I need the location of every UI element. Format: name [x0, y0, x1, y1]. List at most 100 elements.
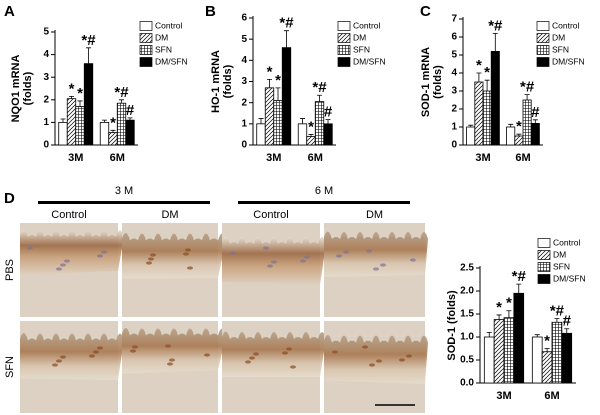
- nucleus: [253, 352, 259, 356]
- x-tick-label: 6M: [308, 152, 323, 164]
- nucleus: [185, 248, 191, 252]
- bar: [256, 123, 266, 146]
- bar: [530, 123, 540, 146]
- y-tick-label: 6: [451, 32, 457, 43]
- nucleus: [204, 353, 210, 357]
- error-bar: [516, 133, 522, 136]
- significance-mark: *: [496, 299, 502, 316]
- nucleus: [343, 250, 349, 254]
- bar: [281, 47, 292, 146]
- legend-swatch: [536, 33, 550, 43]
- error-bar: [86, 47, 92, 64]
- panel-label: A: [4, 3, 15, 20]
- y-tick-label: 3: [43, 72, 49, 83]
- nucleus: [56, 267, 62, 271]
- error-bar: [496, 314, 502, 320]
- bar: [522, 99, 532, 146]
- significance-mark: *#: [512, 268, 527, 285]
- x-tick-label: 6M: [515, 152, 530, 164]
- y-tick-label: 1: [43, 117, 49, 128]
- y-tick-label: 6: [241, 13, 247, 24]
- bar: [306, 136, 316, 146]
- group-bar: [238, 201, 410, 204]
- nucleus: [52, 363, 58, 367]
- y-tick-label: 7: [451, 14, 457, 25]
- nucleus: [245, 360, 251, 364]
- bar: [474, 81, 484, 146]
- histology-panel: [20, 223, 428, 413]
- nucleus: [336, 254, 342, 258]
- nucleus: [362, 345, 368, 349]
- error-bar: [564, 328, 570, 334]
- error-bar: [275, 87, 281, 101]
- tissue: [122, 327, 226, 374]
- legend-label: Control: [155, 20, 183, 30]
- y-tick-label: 1: [451, 122, 457, 133]
- error-bar: [554, 318, 560, 323]
- error-bar: [468, 124, 474, 127]
- error-bar: [492, 33, 498, 52]
- tissue: [222, 331, 326, 377]
- nucleus: [97, 254, 103, 258]
- bar: [506, 126, 516, 146]
- y-tick-label: 5: [241, 34, 247, 45]
- group-label: 3 M: [115, 185, 133, 197]
- error-bar: [476, 72, 482, 82]
- bar: [503, 317, 515, 384]
- significance-mark: *: [516, 118, 522, 135]
- legend-label: DM: [155, 32, 168, 42]
- tissue: [324, 334, 428, 384]
- error-bar: [544, 348, 550, 352]
- y-tick-label: 0: [43, 140, 49, 151]
- x-tick-label: 3M: [496, 390, 511, 402]
- bar: [490, 51, 500, 146]
- column-label: DM: [366, 209, 383, 221]
- error-bar: [506, 310, 512, 318]
- nucleus: [332, 350, 338, 354]
- nucleus: [300, 259, 306, 263]
- significance-mark: *: [77, 85, 83, 102]
- x-tick-label: 3M: [68, 152, 83, 164]
- legend-swatch: [536, 57, 550, 67]
- bar: [314, 101, 325, 146]
- significance-mark: *: [506, 295, 512, 312]
- x-tick-label: 6M: [544, 390, 559, 402]
- significance-mark: *: [476, 57, 482, 74]
- legend-swatch: [337, 57, 351, 67]
- y-tick-label: 1.5: [460, 309, 474, 320]
- significance-mark: *#: [520, 79, 535, 96]
- significance-mark: *: [69, 80, 75, 97]
- error-bar: [486, 332, 492, 337]
- nucleus: [267, 264, 273, 268]
- nucleus: [376, 359, 382, 363]
- y-tick-label: 5: [43, 27, 49, 38]
- nucleus: [56, 359, 62, 363]
- bar: [125, 119, 135, 146]
- significance-mark: *: [267, 63, 273, 80]
- nucleus: [97, 346, 103, 350]
- y-tick-label: 2: [451, 104, 457, 115]
- y-axis-label: SOD-1 (folds): [446, 290, 458, 361]
- bar: [116, 102, 127, 146]
- column-label: Control: [253, 209, 288, 221]
- legend-label: Control: [553, 237, 581, 247]
- error-bar: [77, 100, 83, 107]
- row-label: SFN: [4, 356, 16, 378]
- y-tick-label: 0.0: [460, 378, 474, 389]
- significance-mark: #: [324, 104, 333, 121]
- error-bar: [127, 117, 133, 121]
- error-bar: [68, 96, 74, 99]
- bar: [551, 321, 563, 384]
- significance-mark: *#: [81, 32, 96, 49]
- bar: [561, 332, 573, 384]
- legend-swatch: [537, 238, 551, 248]
- nucleus: [130, 349, 136, 353]
- x-tick-label: 3M: [266, 152, 281, 164]
- error-bar: [484, 79, 490, 91]
- legend-label: Control: [552, 20, 580, 30]
- nucleus: [89, 354, 95, 358]
- error-bar: [532, 119, 538, 124]
- x-tick-label: 3M: [475, 152, 490, 164]
- legend-label: DM: [552, 32, 565, 42]
- bar: [483, 336, 495, 384]
